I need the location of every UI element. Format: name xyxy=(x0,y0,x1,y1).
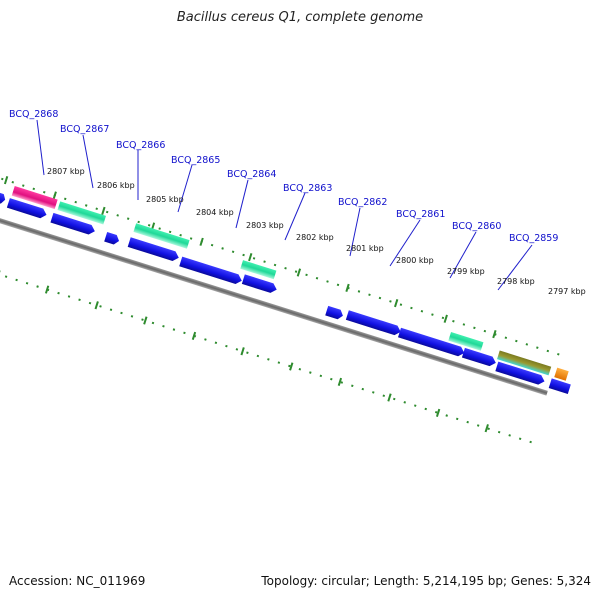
feature-mint xyxy=(448,331,484,351)
cds-arrow xyxy=(397,327,465,357)
outer-tick-ring xyxy=(0,161,560,356)
gene-label-bcq-2864: BCQ_2864 xyxy=(227,169,276,180)
cds-arrow xyxy=(179,256,242,284)
cds-arrow xyxy=(345,310,401,336)
kbp-label: 2799 kbp xyxy=(447,267,485,276)
gene-label-bcq-2866: BCQ_2866 xyxy=(116,140,165,151)
kbp-label: 2806 kbp xyxy=(97,181,135,190)
gene-label-bcq-2862: BCQ_2862 xyxy=(338,197,387,208)
map-title: Bacillus cereus Q1, complete genome xyxy=(176,10,424,25)
genome-summary-text: Topology: circular; Length: 5,214,195 bp… xyxy=(261,574,591,588)
gene-label-bcq-2861: BCQ_2861 xyxy=(396,209,445,220)
feature-pink xyxy=(11,186,58,210)
cds-arrow xyxy=(548,378,571,394)
gene-label-bcq-2860: BCQ_2860 xyxy=(452,221,501,232)
feature-mint xyxy=(133,223,190,249)
gene-label-bcq-2867: BCQ_2867 xyxy=(60,124,109,135)
gene-label-bcq-2863: BCQ_2863 xyxy=(283,183,332,194)
outer-major-ticks xyxy=(3,176,497,339)
cds-arrow xyxy=(0,192,6,204)
feature-orange xyxy=(554,367,569,381)
gene-label-bcq-2865: BCQ_2865 xyxy=(171,155,220,166)
inner-major-ticks xyxy=(0,270,489,433)
kbp-label: 2804 kbp xyxy=(196,208,234,217)
cds-arrow xyxy=(6,198,47,219)
cds-arrow xyxy=(495,361,545,385)
kbp-label: 2801 kbp xyxy=(346,244,384,253)
cds-arrow xyxy=(461,347,496,367)
kbp-label: 2797 kbp xyxy=(548,287,586,296)
cds-arrow xyxy=(127,237,179,261)
cds-arrow xyxy=(241,274,277,293)
kbp-label: 2800 kbp xyxy=(396,256,434,265)
cds-arrow xyxy=(50,212,95,235)
feature-olive xyxy=(497,350,552,376)
accession-text: Accession: NC_011969 xyxy=(9,574,146,588)
kbp-label: 2807 kbp xyxy=(47,167,85,176)
gene-label-group xyxy=(36,119,533,291)
cds-arrow xyxy=(104,231,120,245)
kbp-label: 2803 kbp xyxy=(246,221,284,230)
kbp-label: 2802 kbp xyxy=(296,233,334,242)
feature-mint xyxy=(57,201,106,225)
gene-label-bcq-2859: BCQ_2859 xyxy=(509,233,558,244)
gene-label-bcq-2868: BCQ_2868 xyxy=(9,109,58,120)
kbp-label: 2798 kbp xyxy=(497,277,535,286)
cds-arrow xyxy=(325,305,343,320)
inner-tick-ring xyxy=(0,248,532,444)
feature-mint xyxy=(240,260,277,280)
kbp-label: 2805 kbp xyxy=(146,195,184,204)
genome-backbone xyxy=(0,198,548,396)
